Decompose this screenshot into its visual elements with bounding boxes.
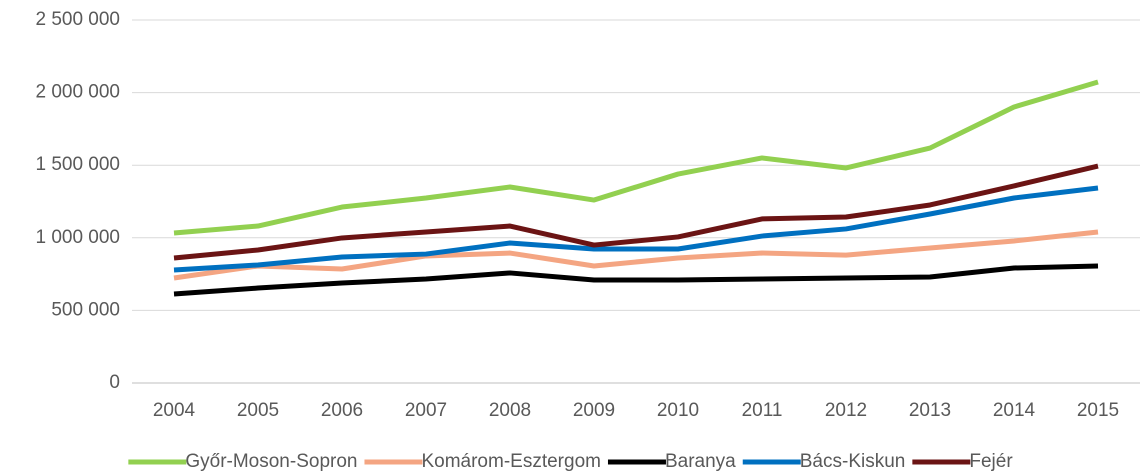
x-tick-label: 2005: [237, 400, 279, 421]
x-tick-label: 2014: [993, 400, 1036, 421]
x-tick-label: 2012: [825, 400, 867, 421]
x-tick-label: 2013: [909, 400, 951, 421]
x-tick-label: 2006: [321, 400, 363, 421]
y-tick-label: 1 500 000: [35, 154, 120, 175]
series-line: [173, 185, 1099, 273]
x-tick-label: 2009: [573, 400, 615, 421]
legend-label: Fejér: [969, 451, 1013, 472]
legend-label: Komárom-Esztergom: [421, 451, 601, 472]
x-tick-label: 2015: [1077, 400, 1119, 421]
x-tick-label: 2010: [657, 400, 699, 421]
x-tick-label: 2004: [153, 400, 196, 421]
y-tick-label: 500 000: [51, 299, 120, 320]
series-line: [173, 163, 1099, 261]
y-tick-label: 1 000 000: [35, 227, 120, 248]
series-line: [173, 79, 1099, 236]
x-tick-label: 2008: [489, 400, 531, 421]
y-tick-label: 2 000 000: [35, 82, 120, 103]
x-tick-label: 2007: [405, 400, 447, 421]
x-tick-label: 2011: [742, 400, 783, 421]
y-tick-label: 0: [109, 372, 120, 393]
series-line: [173, 229, 1099, 281]
legend-label: Bács-Kiskun: [800, 451, 906, 472]
legend-label: Baranya: [665, 451, 736, 472]
y-tick-label: 2 500 000: [35, 9, 120, 30]
legend-label: Győr-Moson-Sopron: [185, 451, 357, 472]
series-line: [173, 263, 1099, 297]
